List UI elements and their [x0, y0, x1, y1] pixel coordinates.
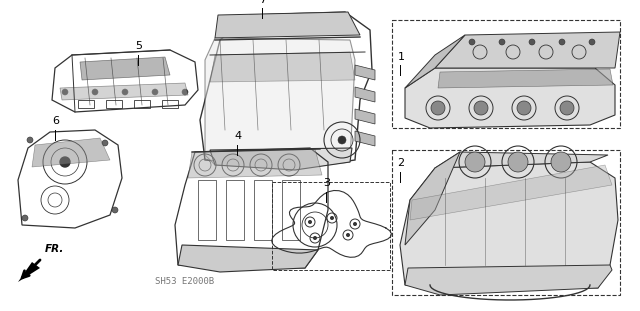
Circle shape — [152, 89, 158, 95]
Polygon shape — [80, 57, 170, 80]
Polygon shape — [355, 109, 375, 124]
Polygon shape — [400, 162, 618, 288]
Polygon shape — [60, 83, 188, 100]
Polygon shape — [355, 131, 375, 146]
Polygon shape — [405, 265, 612, 295]
Bar — [226, 180, 244, 240]
Circle shape — [469, 39, 475, 45]
Bar — [254, 180, 272, 240]
Circle shape — [465, 152, 485, 172]
Polygon shape — [410, 165, 612, 220]
Circle shape — [313, 236, 317, 240]
Circle shape — [122, 89, 128, 95]
Circle shape — [330, 216, 334, 220]
Circle shape — [346, 233, 350, 237]
Circle shape — [508, 152, 528, 172]
Circle shape — [112, 207, 118, 213]
Text: SH53 E2000B: SH53 E2000B — [156, 277, 214, 286]
Text: 7: 7 — [259, 0, 267, 5]
Circle shape — [517, 101, 531, 115]
Polygon shape — [215, 12, 360, 38]
Bar — [282, 180, 300, 240]
Circle shape — [338, 136, 346, 144]
Polygon shape — [178, 245, 318, 272]
Polygon shape — [32, 138, 110, 167]
Polygon shape — [405, 35, 465, 88]
Circle shape — [431, 101, 445, 115]
Circle shape — [560, 101, 574, 115]
Circle shape — [62, 89, 68, 95]
Circle shape — [559, 39, 565, 45]
Text: FR.: FR. — [45, 244, 65, 254]
Circle shape — [499, 39, 505, 45]
Circle shape — [92, 89, 98, 95]
Bar — [272, 182, 390, 270]
Polygon shape — [435, 32, 620, 68]
Polygon shape — [355, 87, 375, 102]
Circle shape — [589, 39, 595, 45]
Polygon shape — [18, 262, 40, 282]
Polygon shape — [205, 38, 355, 168]
Circle shape — [102, 140, 108, 146]
Text: 3: 3 — [323, 178, 330, 188]
Circle shape — [529, 39, 535, 45]
Circle shape — [353, 222, 357, 226]
Polygon shape — [210, 148, 352, 170]
Polygon shape — [210, 52, 355, 82]
Bar — [198, 180, 216, 240]
Text: 2: 2 — [397, 158, 404, 168]
Text: 4: 4 — [234, 131, 241, 141]
Polygon shape — [405, 152, 460, 245]
Circle shape — [22, 215, 28, 221]
Circle shape — [474, 101, 488, 115]
Polygon shape — [405, 68, 615, 128]
Bar — [392, 150, 620, 295]
Bar — [392, 20, 620, 128]
Circle shape — [60, 157, 70, 167]
Circle shape — [182, 89, 188, 95]
Polygon shape — [435, 152, 608, 168]
Polygon shape — [188, 149, 322, 178]
Text: 6: 6 — [52, 116, 60, 126]
Circle shape — [27, 137, 33, 143]
Polygon shape — [355, 65, 375, 80]
Text: 1: 1 — [397, 52, 404, 62]
Circle shape — [308, 220, 312, 224]
Text: 5: 5 — [136, 41, 143, 51]
Polygon shape — [438, 69, 613, 88]
Circle shape — [551, 152, 571, 172]
